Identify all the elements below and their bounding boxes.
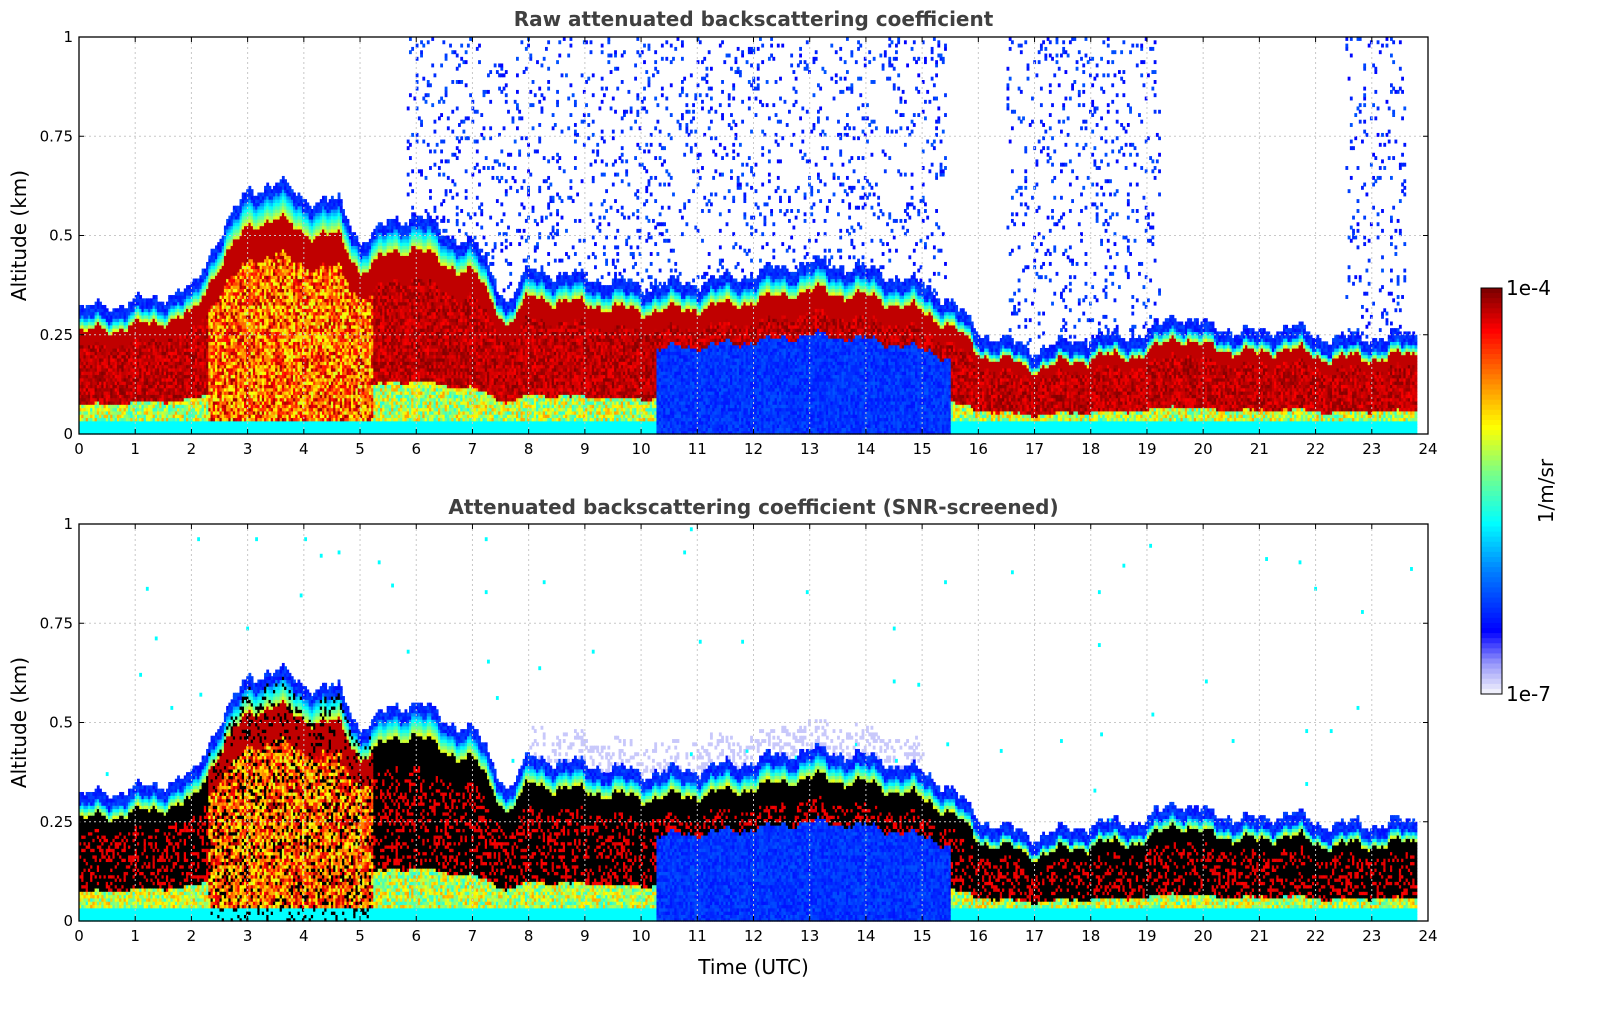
raw-backscatter-panel: 0 1 2 3 4 5 6 7 8 9 10 11 12 13 14 15 16 17 18 19 20 21 22 23 24…: [7, 7, 1438, 458]
x-tick-label: 21: [1250, 440, 1269, 458]
heatmap-image: [79, 527, 1417, 921]
y-tick-label: 0.25: [40, 326, 73, 344]
x-tick-label: 10: [632, 927, 651, 945]
x-tick-label: 5: [355, 927, 365, 945]
x-tick-label: 18: [1081, 440, 1100, 458]
x-tick-label: 2: [187, 440, 197, 458]
colorbar-label: 1/m/sr: [1534, 458, 1558, 523]
x-tick-label: 24: [1418, 927, 1437, 945]
x-tick-label: 6: [411, 927, 421, 945]
x-tick-label: 11: [688, 440, 707, 458]
chart-title: Attenuated backscattering coefficient (S…: [448, 495, 1058, 519]
x-tick-label: 24: [1418, 440, 1437, 458]
y-tick-label: 0.75: [40, 127, 73, 145]
x-tick-label: 9: [580, 440, 590, 458]
x-tick-label: 13: [800, 927, 819, 945]
colorbar: 1e-4 1e-7 1/m/sr: [1481, 276, 1558, 706]
x-tick-label: 8: [524, 927, 534, 945]
y-tick-label: 0.25: [40, 813, 73, 831]
chart-title: Raw attenuated backscattering coefficien…: [514, 7, 994, 31]
x-tick-label: 17: [1025, 440, 1044, 458]
x-tick-label: 19: [1137, 440, 1156, 458]
colorbar-max-label: 1e-4: [1506, 276, 1551, 300]
colorbar-min-label: 1e-7: [1506, 682, 1551, 706]
x-tick-label: 1: [130, 927, 140, 945]
x-tick-label: 20: [1194, 440, 1213, 458]
x-tick-label: 12: [744, 927, 763, 945]
screened-backscatter-panel: 0 1 2 3 4 5 6 7 8 9 10 11 12 13 14 15 16 17 18 19 20 21 22 23 24…: [7, 495, 1438, 979]
x-tick-label: 3: [243, 927, 253, 945]
x-tick-label: 16: [969, 440, 988, 458]
x-tick-label: 2: [187, 927, 197, 945]
x-tick-label: 23: [1362, 440, 1381, 458]
x-tick-label: 10: [632, 440, 651, 458]
x-tick-label: 8: [524, 440, 534, 458]
x-tick-label: 21: [1250, 927, 1269, 945]
x-tick-label: 14: [856, 927, 875, 945]
y-axis-label: Altitude (km): [7, 657, 31, 788]
x-tick-label: 0: [74, 440, 84, 458]
x-tick-label: 9: [580, 927, 590, 945]
y-tick-label: 1: [63, 515, 73, 533]
y-axis-label: Altitude (km): [7, 170, 31, 301]
y-tick-label: 0: [63, 912, 73, 930]
x-tick-label: 3: [243, 440, 253, 458]
x-tick-label: 7: [468, 440, 478, 458]
x-tick-label: 17: [1025, 927, 1044, 945]
x-tick-label: 11: [688, 927, 707, 945]
x-tick-label: 5: [355, 440, 365, 458]
x-tick-label: 15: [913, 927, 932, 945]
x-tick-label: 12: [744, 440, 763, 458]
x-tick-label: 19: [1137, 927, 1156, 945]
x-tick-label: 15: [913, 440, 932, 458]
y-tick-label: 0.5: [49, 714, 73, 732]
x-tick-label: 13: [800, 440, 819, 458]
y-tick-label: 0.5: [49, 227, 73, 245]
x-tick-label: 4: [299, 440, 309, 458]
y-tick-label: 1: [63, 28, 73, 46]
x-tick-label: 18: [1081, 927, 1100, 945]
x-tick-label: 16: [969, 927, 988, 945]
y-tick-label: 0.75: [40, 614, 73, 632]
x-tick-label: 22: [1306, 440, 1325, 458]
y-tick-label: 0: [63, 425, 73, 443]
x-tick-label: 23: [1362, 927, 1381, 945]
x-tick-label: 1: [130, 440, 140, 458]
x-tick-label: 0: [74, 927, 84, 945]
x-tick-label: 4: [299, 927, 309, 945]
x-tick-label: 20: [1194, 927, 1213, 945]
x-tick-label: 22: [1306, 927, 1325, 945]
x-tick-label: 7: [468, 927, 478, 945]
x-tick-label: 6: [411, 440, 421, 458]
x-tick-label: 14: [856, 440, 875, 458]
x-axis-label: Time (UTC): [697, 955, 809, 979]
